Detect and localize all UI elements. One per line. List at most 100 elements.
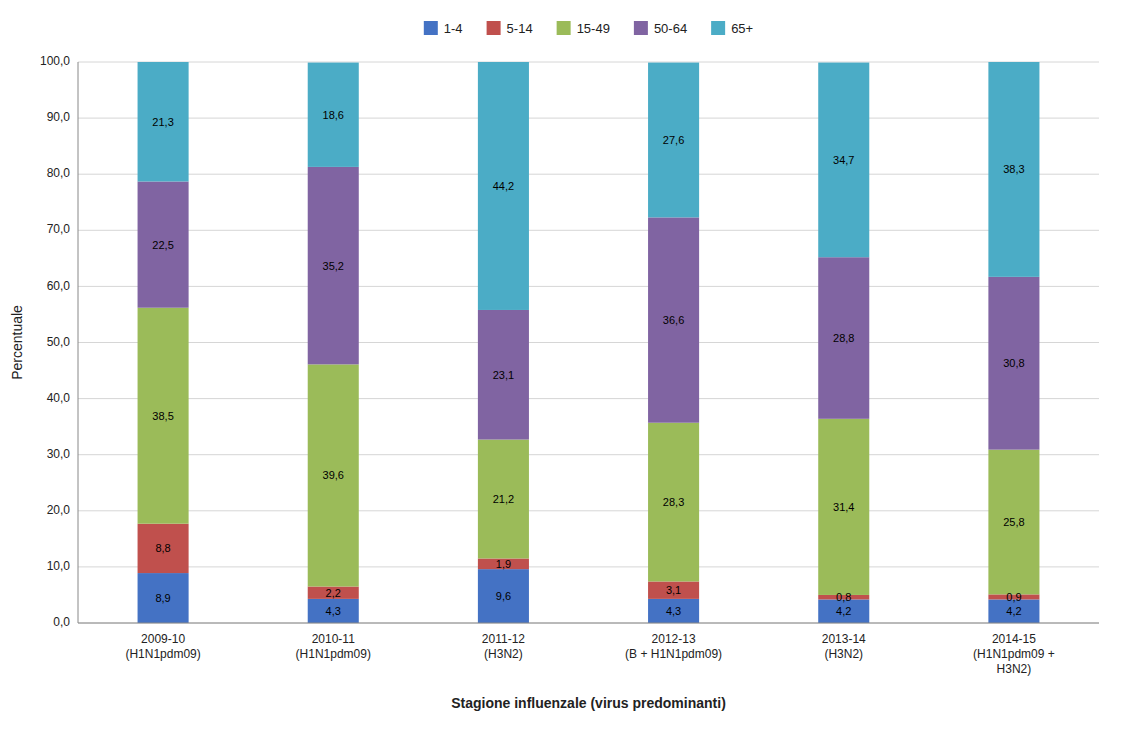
- grid-line: [78, 62, 1099, 63]
- data-label: 8,9: [155, 592, 170, 604]
- legend: 1-4 5-14 15-49 50-64 65+: [424, 21, 753, 36]
- bar-segment: [478, 440, 529, 559]
- bar-segment: [648, 581, 699, 598]
- grid-line: [78, 566, 1099, 567]
- data-label: 38,5: [152, 410, 173, 422]
- legend-label: 5-14: [507, 21, 533, 36]
- y-tick-label: 100,0: [40, 54, 70, 68]
- bar-segment: [308, 63, 359, 167]
- bar-segment: [478, 310, 529, 440]
- data-labels: 8,9 4,3 9,6 4,3 4,2 4,2 8,8 2,2 1,9 3,1 0,8 0,9 38,5…: [152, 109, 1024, 617]
- legend-label: 50-64: [654, 21, 687, 36]
- x-tick-label: 2009-10(H1N1pdm09): [125, 632, 200, 661]
- data-label: 2,2: [326, 587, 341, 599]
- legend-item: 50-64: [634, 21, 687, 36]
- grid-line: [78, 118, 1099, 119]
- bar-segment: [478, 62, 529, 310]
- bar-segment: [308, 587, 359, 599]
- x-tick-label: 2012-13(B + H1N1pdm09): [625, 632, 722, 661]
- legend-label: 65+: [731, 21, 753, 36]
- bar-segment: [648, 63, 699, 218]
- legend-item: 1-4: [424, 21, 463, 36]
- legend-swatch: [424, 21, 438, 35]
- x-tick-label: 2010-11(H1N1pdm09): [296, 632, 371, 661]
- bar-segment: [308, 364, 359, 586]
- bar-segment: [818, 257, 869, 419]
- data-label: 3,1: [666, 584, 681, 596]
- x-axis: 2009-10(H1N1pdm09) 2010-11(H1N1pdm09) 2011…: [125, 632, 1054, 676]
- data-label: 38,3: [1003, 163, 1024, 175]
- y-tick-label: 40,0: [47, 391, 71, 405]
- data-label: 0,9: [1006, 591, 1021, 603]
- data-label: 21,2: [493, 493, 514, 505]
- grid-line: [78, 286, 1099, 287]
- y-tick-label: 50,0: [47, 335, 71, 349]
- data-label: 21,3: [152, 116, 173, 128]
- y-axis-label: Percentuale: [9, 305, 25, 380]
- data-label: 0,8: [836, 591, 851, 603]
- data-label: 4,3: [326, 605, 341, 617]
- data-label: 28,8: [833, 332, 854, 344]
- grid-line: [78, 454, 1099, 455]
- bar-segment: [648, 599, 699, 623]
- data-label: 18,6: [323, 109, 344, 121]
- data-label: 22,5: [152, 239, 173, 251]
- x-tick-label: 2011-12(H3N2): [482, 632, 525, 661]
- grid-line: [78, 623, 1099, 624]
- bar-segment: [308, 167, 359, 364]
- bar-segment: [648, 423, 699, 582]
- bar-segment: [138, 62, 189, 181]
- legend-label: 1-4: [444, 21, 463, 36]
- legend-swatch: [634, 21, 648, 35]
- data-label: 4,3: [666, 605, 681, 617]
- bar-segment: [138, 524, 189, 573]
- y-axis-line: [78, 62, 79, 623]
- x-axis-line: [78, 623, 1099, 624]
- chart: 0,010,020,030,040,050,060,070,080,090,01…: [0, 0, 1123, 741]
- y-axis: 0,010,020,030,040,050,060,070,080,090,01…: [40, 54, 70, 629]
- bar-segment: [988, 599, 1039, 623]
- y-tick-label: 70,0: [47, 222, 71, 236]
- legend-swatch: [557, 21, 571, 35]
- data-label: 25,8: [1003, 516, 1024, 528]
- x-axis-label: Stagione influenzale (virus predominanti…: [451, 695, 726, 711]
- legend-swatch: [487, 21, 501, 35]
- data-label: 30,8: [1003, 357, 1024, 369]
- y-tick-label: 80,0: [47, 166, 71, 180]
- bar-segment: [988, 62, 1039, 277]
- bar-segment: [478, 569, 529, 623]
- legend-swatch: [711, 21, 725, 35]
- grid-line: [78, 174, 1099, 175]
- x-tick-label: 2014-15(H1N1pdm09 +H3N2): [973, 632, 1055, 676]
- data-label: 4,2: [1006, 605, 1021, 617]
- bar-segment: [818, 419, 869, 595]
- bar-segment: [478, 558, 529, 569]
- data-label: 1,9: [496, 558, 511, 570]
- data-label: 4,2: [836, 605, 851, 617]
- data-label: 27,6: [663, 134, 684, 146]
- x-tick-label: 2013-14(H3N2): [822, 632, 866, 661]
- legend-item: 15-49: [557, 21, 610, 36]
- grid-line: [78, 398, 1099, 399]
- data-label: 36,6: [663, 314, 684, 326]
- y-tick-label: 0,0: [53, 615, 70, 629]
- grid-line: [78, 510, 1099, 511]
- y-tick-label: 90,0: [47, 110, 71, 124]
- bar-segment: [818, 63, 869, 258]
- grid-line: [78, 230, 1099, 231]
- data-label: 8,8: [155, 542, 170, 554]
- bar-segment: [988, 277, 1039, 450]
- bar-segment: [138, 308, 189, 524]
- grid: [78, 62, 1099, 623]
- data-label: 35,2: [323, 260, 344, 272]
- bar-segment: [648, 217, 699, 422]
- legend-label: 15-49: [577, 21, 610, 36]
- y-tick-label: 20,0: [47, 503, 71, 517]
- bars: [138, 62, 1040, 623]
- grid-line: [78, 342, 1099, 343]
- bar-segment: [988, 450, 1039, 595]
- legend-item: 65+: [711, 21, 753, 36]
- legend-item: 5-14: [487, 21, 533, 36]
- data-label: 9,6: [496, 590, 511, 602]
- data-label: 44,2: [493, 180, 514, 192]
